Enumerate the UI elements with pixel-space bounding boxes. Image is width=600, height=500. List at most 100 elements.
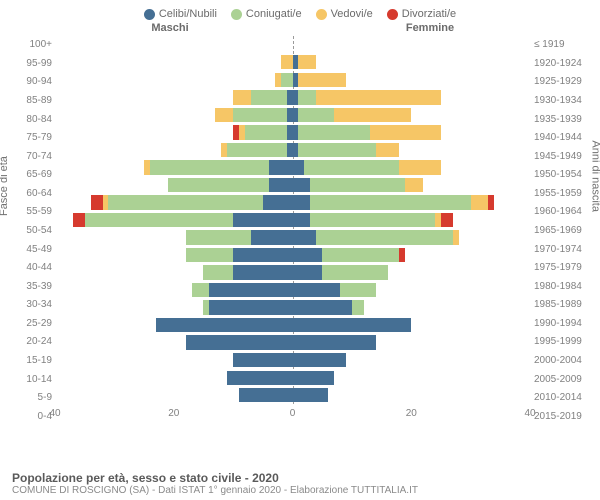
x-tick: 0 <box>290 408 296 419</box>
y-label-age: 25-29 <box>10 319 52 329</box>
bar-segment <box>298 143 375 157</box>
bar-segment <box>73 213 85 227</box>
bar-segment <box>316 230 453 244</box>
bar-segment <box>322 265 387 279</box>
gender-headers: Maschi Femmine <box>0 22 600 34</box>
y-label-birth: 2000-2004 <box>534 356 590 366</box>
y-label-birth: ≤ 1919 <box>534 40 590 50</box>
bar-segment <box>293 160 305 174</box>
age-row <box>55 195 530 209</box>
y-label-birth: 2005-2009 <box>534 375 590 385</box>
bar-segment <box>245 125 287 139</box>
bar-segment <box>298 125 369 139</box>
bar-segment <box>370 125 441 139</box>
bar-segment <box>298 73 346 87</box>
bar-segment <box>251 90 287 104</box>
male-bar <box>55 371 293 385</box>
male-bar <box>55 230 293 244</box>
bar-segment <box>168 178 269 192</box>
bar-segment <box>293 195 311 209</box>
male-bar <box>55 195 293 209</box>
female-bar <box>293 388 531 402</box>
header-female: Femmine <box>300 22 600 34</box>
y-label-birth: 1950-1954 <box>534 170 590 180</box>
y-label-birth: 1990-1994 <box>534 319 590 329</box>
bar-segment <box>293 388 329 402</box>
bar-segment <box>215 108 233 122</box>
bar-segment <box>298 108 334 122</box>
y-label-birth: 1940-1944 <box>534 133 590 143</box>
age-row <box>55 73 530 87</box>
y-label-birth: 1920-1924 <box>534 59 590 69</box>
bar-segment <box>233 108 286 122</box>
y-label-age: 55-59 <box>10 207 52 217</box>
bar-segment <box>233 213 292 227</box>
bar-segment <box>281 55 293 69</box>
bar-segment <box>233 353 292 367</box>
male-bar <box>55 108 293 122</box>
bar-segment <box>293 178 311 192</box>
y-label-birth: 1985-1989 <box>534 300 590 310</box>
bar-segment <box>322 248 399 262</box>
bar-segment <box>281 73 293 87</box>
bar-segment <box>233 265 292 279</box>
bar-segment <box>298 90 316 104</box>
age-row <box>55 371 530 385</box>
male-bar <box>55 213 293 227</box>
bar-segment <box>251 230 293 244</box>
male-bar <box>55 300 293 314</box>
bar-segment <box>405 178 423 192</box>
female-bar <box>293 300 531 314</box>
female-bar <box>293 230 531 244</box>
y-label-age: 40-44 <box>10 263 52 273</box>
y-label-age: 10-14 <box>10 375 52 385</box>
bar-segment <box>293 318 412 332</box>
y-label-age: 70-74 <box>10 152 52 162</box>
bar-segment <box>310 178 405 192</box>
bar-segment <box>293 230 317 244</box>
female-bar <box>293 371 531 385</box>
male-bar <box>55 125 293 139</box>
legend-label: Celibi/Nubili <box>159 8 217 20</box>
male-bar <box>55 160 293 174</box>
plot-area <box>55 36 530 404</box>
y-label-age: 50-54 <box>10 226 52 236</box>
bar-segment <box>376 143 400 157</box>
y-label-age: 85-89 <box>10 96 52 106</box>
age-row <box>55 388 530 402</box>
y-label-age: 35-39 <box>10 282 52 292</box>
female-bar <box>293 38 531 52</box>
bar-segment <box>352 300 364 314</box>
bar-segment <box>293 335 376 349</box>
female-bar <box>293 160 531 174</box>
bar-segment <box>85 213 233 227</box>
y-label-age: 15-19 <box>10 356 52 366</box>
bar-segment <box>186 230 251 244</box>
y-label-age: 45-49 <box>10 245 52 255</box>
age-row <box>55 125 530 139</box>
bar-segment <box>310 213 435 227</box>
female-bar <box>293 108 531 122</box>
legend: Celibi/NubiliConiugati/eVedovi/eDivorzia… <box>0 0 600 22</box>
y-label-birth: 1975-1979 <box>534 263 590 273</box>
y-label-birth: 1945-1949 <box>534 152 590 162</box>
bar-segment <box>293 353 346 367</box>
bar-segment <box>340 283 376 297</box>
chart-title: Popolazione per età, sesso e stato civil… <box>12 471 588 485</box>
bar-segment <box>269 160 293 174</box>
y-label-age: 100+ <box>10 40 52 50</box>
age-row <box>55 318 530 332</box>
y-axis-title-left: Fasce di età <box>0 156 10 216</box>
male-bar <box>55 143 293 157</box>
y-label-age: 30-34 <box>10 300 52 310</box>
y-label-age: 95-99 <box>10 59 52 69</box>
female-bar <box>293 125 531 139</box>
y-label-birth: 1965-1969 <box>534 226 590 236</box>
bar-segment <box>269 178 293 192</box>
y-label-birth: 1960-1964 <box>534 207 590 217</box>
female-bar <box>293 318 531 332</box>
female-bar <box>293 178 531 192</box>
bar-segment <box>209 300 292 314</box>
bar-segment <box>227 143 286 157</box>
female-bar <box>293 213 531 227</box>
